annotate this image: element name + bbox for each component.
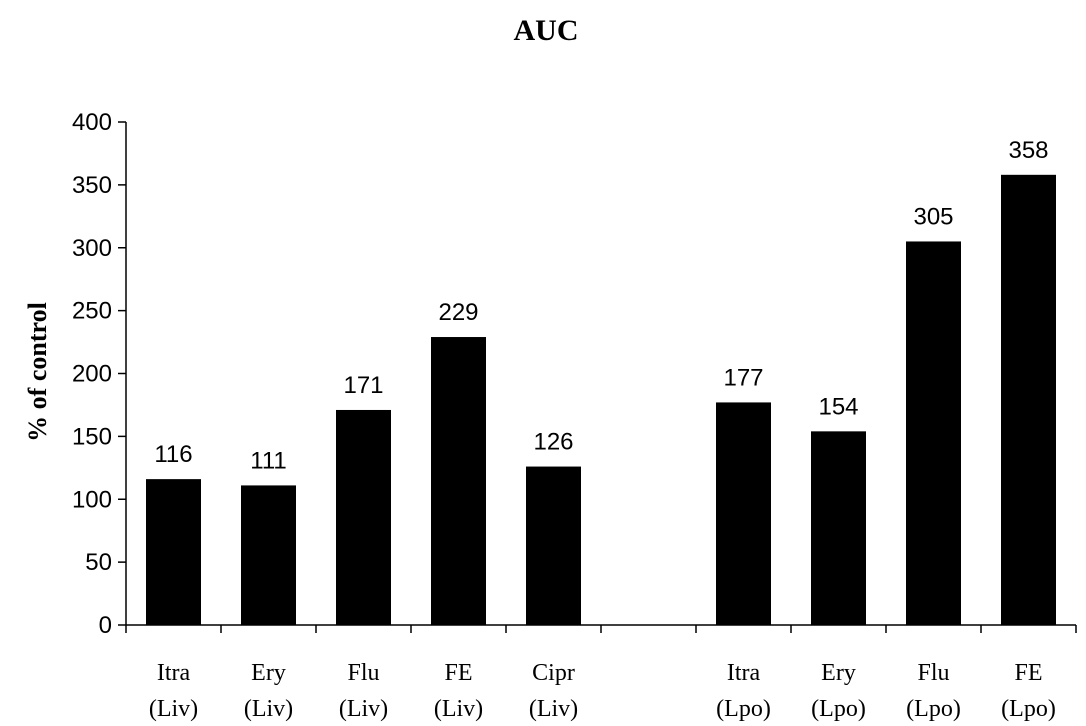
x-tick-sublabel: (Liv) xyxy=(434,696,483,722)
x-tick-sublabel: (Lpo) xyxy=(906,696,961,722)
y-tick-label: 50 xyxy=(85,549,112,576)
x-tick-label: Flu xyxy=(347,660,379,686)
y-tick-label: 300 xyxy=(72,235,112,262)
x-tick-label: Flu xyxy=(917,660,949,686)
y-tick-label: 0 xyxy=(99,612,112,639)
x-tick-sublabel: (Liv) xyxy=(149,696,198,722)
data-label: 111 xyxy=(250,447,286,474)
y-tick-label: 350 xyxy=(72,172,112,199)
x-tick-sublabel: (Liv) xyxy=(339,696,388,722)
bar xyxy=(716,402,771,625)
y-tick-label: 250 xyxy=(72,298,112,325)
data-label: 171 xyxy=(343,372,383,399)
x-tick-label: Ery xyxy=(251,660,286,686)
x-tick-label: Cipr xyxy=(532,660,575,686)
x-tick-sublabel: (Lpo) xyxy=(1001,696,1056,722)
bar xyxy=(241,485,296,625)
bar xyxy=(906,241,961,625)
data-label: 358 xyxy=(1008,137,1048,164)
bar xyxy=(526,466,581,625)
x-tick-label: FE xyxy=(1014,660,1042,686)
data-label: 154 xyxy=(818,393,858,420)
data-label: 116 xyxy=(154,441,192,468)
data-label: 126 xyxy=(533,429,573,456)
y-tick-label: 100 xyxy=(72,486,112,513)
bar xyxy=(811,431,866,625)
x-tick-sublabel: (Liv) xyxy=(529,696,578,722)
x-tick-label: Itra xyxy=(727,660,761,686)
x-tick-label: Itra xyxy=(157,660,191,686)
y-axis-label: % of control xyxy=(23,302,52,442)
bar xyxy=(1001,174,1056,625)
x-tick-sublabel: (Liv) xyxy=(244,696,293,722)
y-tick-label: 400 xyxy=(72,109,112,136)
data-label: 177 xyxy=(723,364,763,391)
bar xyxy=(146,479,201,625)
x-tick-label: FE xyxy=(444,660,472,686)
bar xyxy=(431,337,486,625)
chart-title: AUC xyxy=(514,14,579,47)
plot-area: 0 50 100 150 200 250 300 350 400 116 Itra (Liv) 111 E… xyxy=(72,109,1077,722)
y-tick-label: 200 xyxy=(72,361,112,388)
x-tick-label: Ery xyxy=(821,660,856,686)
data-label: 229 xyxy=(438,299,478,326)
data-label: 305 xyxy=(913,203,953,230)
y-tick-label: 150 xyxy=(72,423,112,450)
x-tick-sublabel: (Lpo) xyxy=(811,696,866,722)
x-tick-sublabel: (Lpo) xyxy=(716,696,771,722)
bar xyxy=(336,409,391,625)
